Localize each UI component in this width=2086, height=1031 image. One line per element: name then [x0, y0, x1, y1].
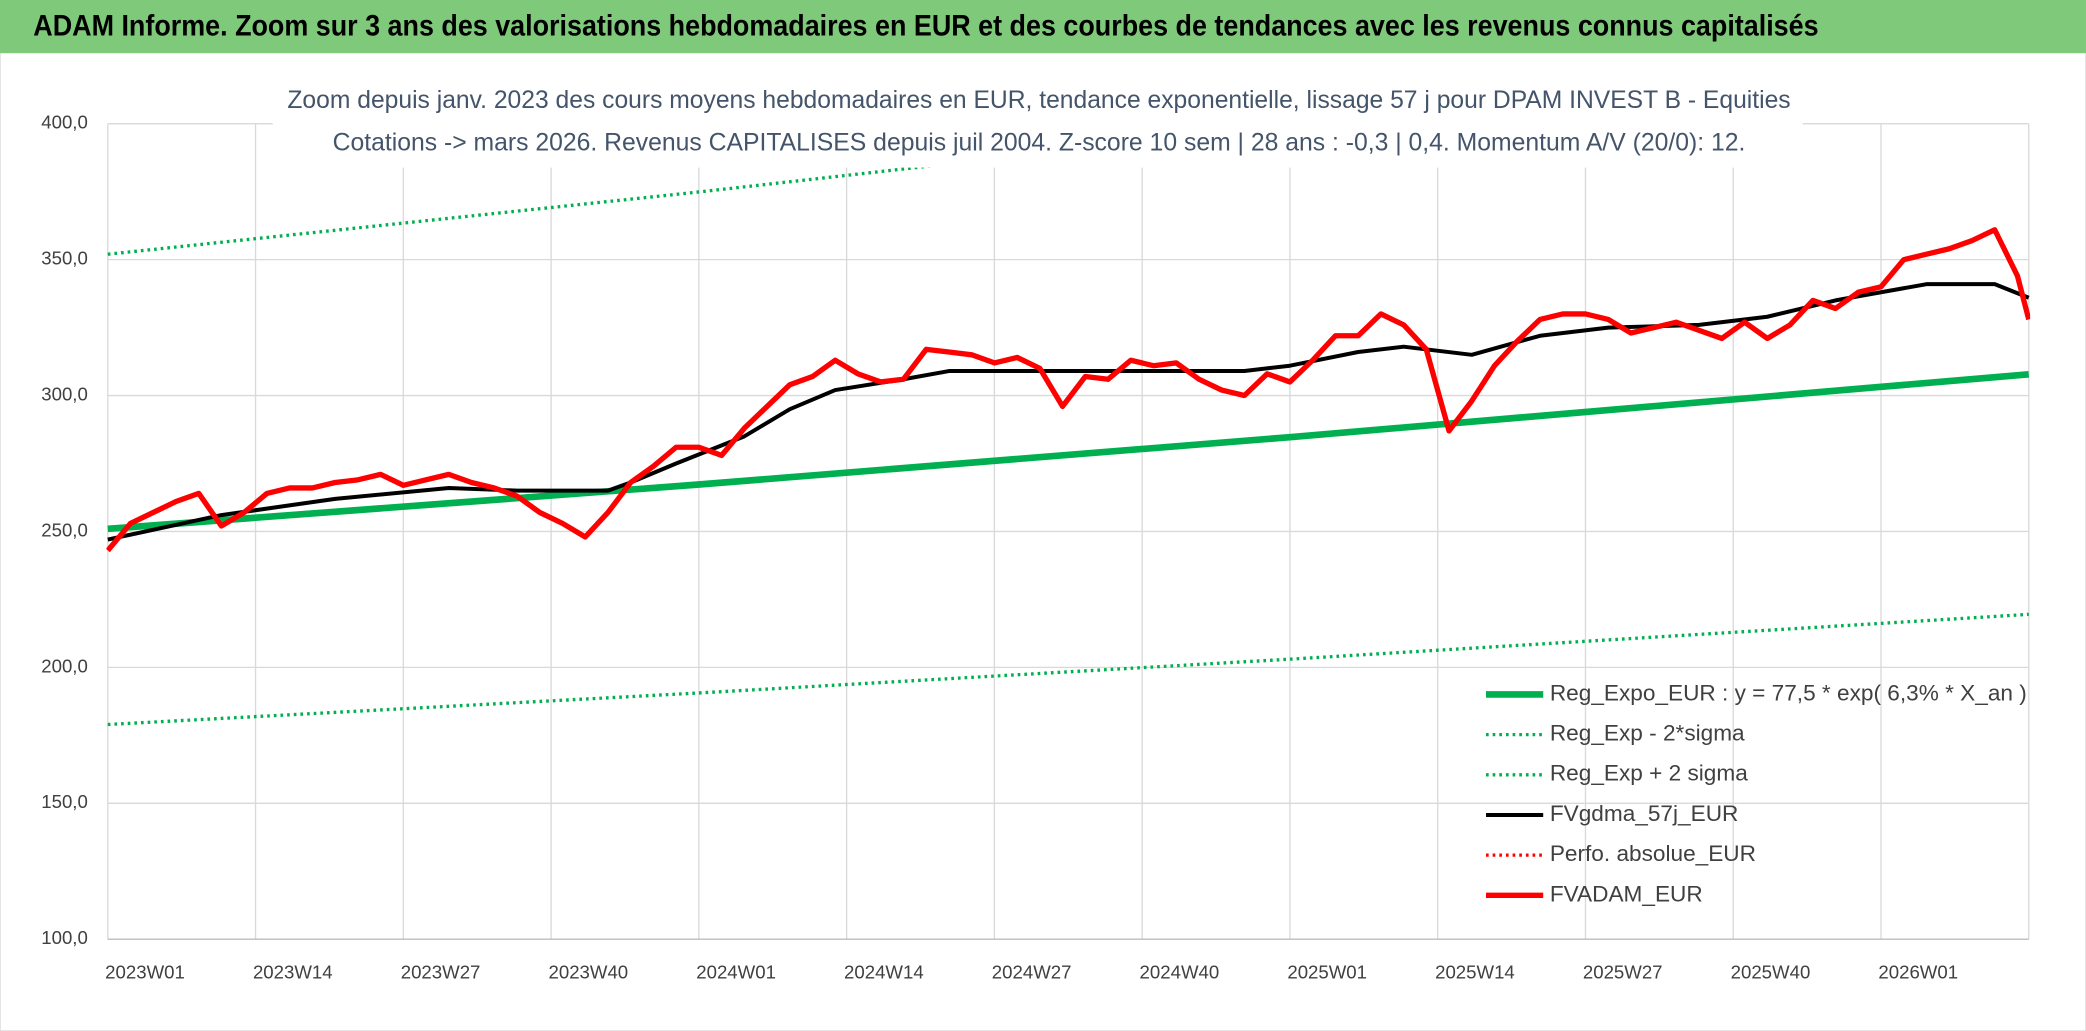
y-tick-label: 300,0 [41, 383, 88, 404]
series-group [107, 612, 2029, 727]
x-tick-label: 2023W01 [105, 962, 185, 983]
subtitle-background [272, 77, 1803, 168]
legend-label: FVgdma_57j_EUR [1550, 801, 1739, 826]
series-line [106, 227, 2031, 553]
x-tick-label: 2024W27 [992, 962, 1072, 983]
y-tick-label: 250,0 [41, 519, 88, 540]
series-line [107, 371, 2030, 533]
chart-subtitle: Zoom depuis janv. 2023 des cours moyens … [287, 86, 1790, 114]
x-tick-label: 2024W14 [844, 962, 924, 983]
legend-label: FVADAM_EUR [1550, 881, 1703, 906]
x-tick-label: 2024W01 [696, 962, 776, 983]
x-tick-label: 2023W40 [549, 962, 629, 983]
y-tick-label: 350,0 [41, 248, 88, 269]
y-tick-label: 200,0 [41, 655, 88, 676]
header-bar [0, 0, 2086, 54]
legend-label: Perfo. absolue_EUR [1550, 841, 1756, 866]
x-tick-label: 2025W27 [1583, 962, 1663, 983]
x-tick-label: 2025W40 [1731, 962, 1811, 983]
series-group [107, 282, 2030, 542]
y-tick-label: 150,0 [41, 791, 88, 812]
series-group [106, 227, 2031, 553]
series-group [107, 371, 2030, 533]
x-tick-label: 2025W01 [1287, 962, 1367, 983]
x-tick-label: 2024W40 [1140, 962, 1220, 983]
x-tick-label: 2023W27 [401, 962, 481, 983]
y-tick-label: 400,0 [41, 112, 88, 133]
y-tick-label: 100,0 [41, 927, 88, 948]
chart-subtitle: Cotations -> mars 2026. Revenus CAPITALI… [333, 128, 1746, 156]
legend-label: Reg_Expo_EUR : y = 77,5 * exp( 6,3% * X_… [1550, 680, 2027, 705]
chart-title: ADAM Informe. Zoom sur 3 ans des valoris… [33, 11, 1818, 43]
x-tick-label: 2026W01 [1878, 962, 1958, 983]
x-tick-label: 2023W14 [253, 962, 333, 983]
legend-label: Reg_Exp - 2*sigma [1550, 721, 1745, 746]
x-tick-label: 2025W14 [1435, 962, 1515, 983]
series-line [107, 282, 2030, 542]
series-line [107, 612, 2029, 727]
legend-label: Reg_Exp + 2 sigma [1550, 761, 1748, 786]
